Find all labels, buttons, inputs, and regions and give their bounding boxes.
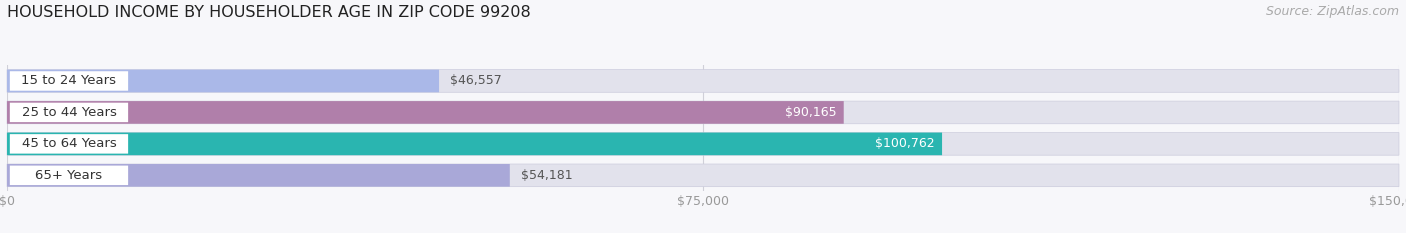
FancyBboxPatch shape [7, 164, 510, 187]
FancyBboxPatch shape [10, 134, 128, 154]
FancyBboxPatch shape [7, 70, 1399, 92]
Text: 65+ Years: 65+ Years [35, 169, 103, 182]
Text: HOUSEHOLD INCOME BY HOUSEHOLDER AGE IN ZIP CODE 99208: HOUSEHOLD INCOME BY HOUSEHOLDER AGE IN Z… [7, 5, 531, 20]
Text: $46,557: $46,557 [450, 75, 502, 87]
Text: 45 to 64 Years: 45 to 64 Years [21, 137, 117, 150]
FancyBboxPatch shape [7, 164, 1399, 187]
Text: 15 to 24 Years: 15 to 24 Years [21, 75, 117, 87]
FancyBboxPatch shape [10, 71, 128, 91]
Text: $54,181: $54,181 [522, 169, 572, 182]
FancyBboxPatch shape [10, 103, 128, 122]
FancyBboxPatch shape [7, 133, 1399, 155]
Text: Source: ZipAtlas.com: Source: ZipAtlas.com [1265, 5, 1399, 18]
FancyBboxPatch shape [7, 70, 439, 92]
Text: $100,762: $100,762 [876, 137, 935, 150]
Text: $90,165: $90,165 [785, 106, 837, 119]
FancyBboxPatch shape [7, 133, 942, 155]
Text: 25 to 44 Years: 25 to 44 Years [21, 106, 117, 119]
FancyBboxPatch shape [7, 101, 844, 124]
FancyBboxPatch shape [7, 101, 1399, 124]
FancyBboxPatch shape [10, 166, 128, 185]
